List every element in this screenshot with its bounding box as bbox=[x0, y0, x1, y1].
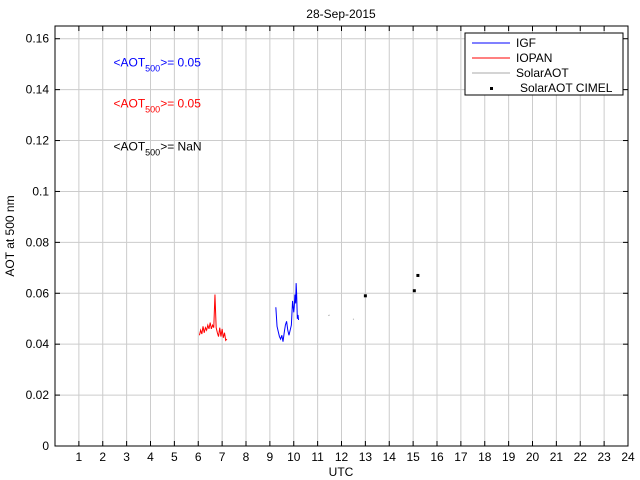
x-axis-label: UTC bbox=[329, 465, 354, 479]
x-tick-label: 20 bbox=[526, 450, 540, 464]
y-tick-label: 0.06 bbox=[26, 286, 50, 300]
series-segment-solaraot bbox=[352, 318, 355, 320]
x-tick-label: 11 bbox=[311, 450, 324, 464]
series-line-igf bbox=[275, 283, 300, 342]
tick-layer: 1 2 3 4 5 6 7 8 9 10 11 12 13 14 15 16 17 18 19 20 21 22 23 240… bbox=[26, 26, 635, 464]
x-tick-label: 13 bbox=[359, 450, 373, 464]
x-tick-label: 6 bbox=[195, 450, 202, 464]
x-tick-label: 1 bbox=[76, 450, 83, 464]
y-axis-label: AOT at 500 nm bbox=[3, 195, 17, 276]
x-tick-label: 22 bbox=[574, 450, 588, 464]
x-tick-label: 14 bbox=[383, 450, 397, 464]
aot-mean-annotation: <AOT500>= 0.05 bbox=[113, 96, 201, 114]
x-tick-label: 23 bbox=[597, 450, 611, 464]
y-tick-label: 0.14 bbox=[26, 83, 50, 97]
y-tick-label: 0.02 bbox=[26, 388, 50, 402]
y-tick-label: 0.16 bbox=[26, 32, 50, 46]
chart-title: 28-Sep-2015 bbox=[306, 7, 376, 21]
x-tick-label: 7 bbox=[219, 450, 226, 464]
x-tick-label: 9 bbox=[267, 450, 274, 464]
legend-label-solaraot-cimel: SolarAOT CIMEL bbox=[520, 81, 613, 95]
x-tick-label: 8 bbox=[243, 450, 250, 464]
y-tick-label: 0.1 bbox=[32, 184, 49, 198]
legend-label-solaraot: SolarAOT bbox=[516, 66, 569, 80]
aot-mean-annotation: <AOT500>= NaN bbox=[113, 140, 201, 158]
x-tick-label: 5 bbox=[171, 450, 178, 464]
x-tick-label: 16 bbox=[430, 450, 444, 464]
x-tick-label: 12 bbox=[335, 450, 349, 464]
aot-mean-annotation: <AOT500>= 0.05 bbox=[113, 56, 201, 74]
series-layer bbox=[198, 273, 420, 342]
x-tick-label: 17 bbox=[454, 450, 468, 464]
legend-label-igf: IGF bbox=[516, 36, 536, 50]
x-tick-label: 24 bbox=[621, 450, 635, 464]
x-tick-label: 15 bbox=[406, 450, 420, 464]
x-tick-label: 10 bbox=[287, 450, 301, 464]
annotation-layer: <AOT500>= 0.05 <AOT500>= 0.05 <AOT500>= Na… bbox=[113, 56, 201, 158]
legend: IGF IOPAN SolarAOT SolarAOT CIMEL bbox=[464, 32, 624, 96]
legend-swatch-solaraot-cimel bbox=[490, 87, 493, 90]
y-tick-label: 0 bbox=[42, 439, 49, 453]
series-line-iopan bbox=[198, 294, 228, 342]
series-point-solaraot-cimel bbox=[363, 294, 367, 298]
x-tick-label: 4 bbox=[147, 450, 154, 464]
x-tick-label: 2 bbox=[99, 450, 106, 464]
series-point-solaraot-cimel bbox=[412, 289, 416, 293]
legend-label-iopan: IOPAN bbox=[516, 51, 552, 65]
series-segment-solaraot bbox=[328, 314, 330, 317]
x-tick-label: 21 bbox=[550, 450, 564, 464]
series-point-solaraot-cimel bbox=[416, 273, 420, 277]
grid-layer bbox=[55, 26, 629, 447]
x-tick-label: 18 bbox=[478, 450, 492, 464]
x-tick-label: 19 bbox=[502, 450, 516, 464]
y-tick-label: 0.08 bbox=[26, 235, 50, 249]
y-tick-label: 0.04 bbox=[26, 337, 50, 351]
y-tick-label: 0.12 bbox=[26, 134, 50, 148]
x-tick-label: 3 bbox=[123, 450, 130, 464]
